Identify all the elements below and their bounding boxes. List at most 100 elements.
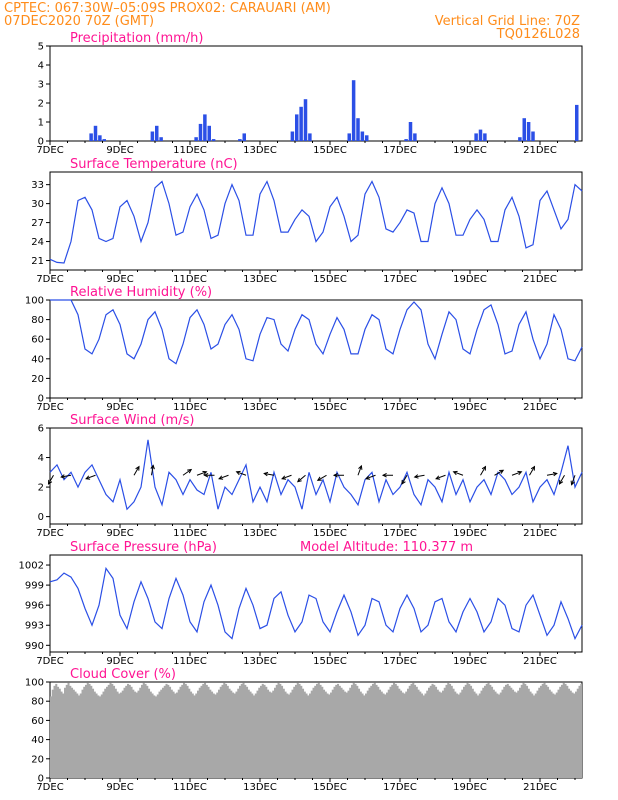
cloud-bar <box>361 693 364 778</box>
cloud-bar <box>344 691 347 778</box>
wind-vector-head <box>365 475 371 480</box>
cloud-bar <box>421 693 424 778</box>
cloud-bar <box>473 691 476 778</box>
cloud-bar <box>501 689 504 778</box>
cloud-bar <box>314 685 317 778</box>
precip-bar <box>102 139 106 141</box>
cloud-bar <box>83 686 86 778</box>
cloud-bar <box>541 683 544 778</box>
precip-bar <box>89 133 93 141</box>
cloud-bar <box>295 684 298 778</box>
cloud-bar <box>139 687 142 778</box>
cloud-bar <box>225 683 228 778</box>
x-tick-label: 15DEC <box>313 145 347 156</box>
x-tick-label: 19DEC <box>453 528 487 539</box>
cloud-bar <box>482 687 485 778</box>
cloud-bar <box>517 690 520 778</box>
x-tick-label: 7DEC <box>36 528 63 539</box>
cloud-bar <box>377 686 380 778</box>
cloud-bar <box>85 684 88 778</box>
cloud-bar <box>412 682 415 778</box>
x-tick-label: 13DEC <box>243 528 277 539</box>
wind-vector-head <box>150 464 155 470</box>
wind-vector <box>281 474 292 480</box>
wind-vector <box>401 475 408 485</box>
x-tick-label: 7DEC <box>36 145 63 156</box>
cloud-bar <box>515 692 518 778</box>
wind-vector-head <box>358 464 363 470</box>
cloud-bar <box>219 686 222 778</box>
precip-bar <box>478 129 483 141</box>
cloud-bar <box>261 683 264 778</box>
cloud-bar <box>328 694 331 778</box>
cloud-bar <box>331 689 334 778</box>
cloud-bar <box>372 683 375 778</box>
wind-vector <box>151 465 154 476</box>
cloud-bar <box>573 693 576 778</box>
humidity-title: Relative Humidity (%) <box>70 285 212 300</box>
cloud-bar <box>309 693 312 778</box>
cloud-bar <box>163 685 166 778</box>
cloud-bar <box>291 689 294 778</box>
cloud-bar <box>142 682 145 778</box>
cloud-bar <box>270 692 273 778</box>
cloud-bar <box>422 695 425 778</box>
cloud-bar <box>533 695 536 778</box>
humidity-panel: Relative Humidity (%) 0 20 40 60 80 100 7DEC 9D… <box>25 285 583 413</box>
cloud-bar <box>303 691 306 778</box>
cloud-bar <box>121 690 124 778</box>
cloud-bar <box>268 691 271 778</box>
precip-bar <box>290 131 295 141</box>
wind-vector-head <box>316 476 322 481</box>
wind-vector-head <box>558 479 564 485</box>
cloud-bar <box>282 688 285 778</box>
y-tick-label: 0 <box>38 774 44 785</box>
cloud-bar <box>135 692 138 778</box>
cloud-bar <box>485 683 488 778</box>
wind-vector <box>85 474 96 480</box>
cloud-bar <box>118 693 121 778</box>
x-tick-label: 7DEC <box>36 274 63 285</box>
x-tick-label: 13DEC <box>243 274 277 285</box>
cloud-bar <box>212 693 215 778</box>
cloud-bar <box>137 690 140 778</box>
cloud-bar <box>65 684 68 778</box>
cloud-bar <box>263 684 266 778</box>
precip-plot-frame <box>49 45 583 142</box>
x-tick-label: 13DEC <box>243 145 277 156</box>
cloud-bar <box>559 686 562 778</box>
wind-vector-head <box>263 471 269 477</box>
cloud-bar <box>464 684 467 778</box>
cloud-bar <box>405 691 408 778</box>
precip-bar <box>404 139 408 141</box>
cloud-bar <box>81 689 84 778</box>
wind-vector-head <box>235 470 241 476</box>
x-tick-label: 21DEC <box>523 274 557 285</box>
cloud-bar <box>580 683 582 778</box>
cloud-bar <box>506 683 509 778</box>
cloud-bar <box>249 691 252 778</box>
cloud-bar <box>431 683 434 778</box>
x-tick-label: 7DEC <box>36 402 63 413</box>
cloud-bar <box>169 686 172 778</box>
cloud-bar <box>403 693 406 778</box>
wind-vector <box>480 466 486 476</box>
x-tick-label: 11DEC <box>173 528 207 539</box>
precip-bar <box>150 131 155 141</box>
wind-vector-head <box>570 480 575 486</box>
cloud-bar <box>221 684 224 778</box>
cloud-bar <box>436 689 439 778</box>
cloud-bar <box>204 682 207 778</box>
cloud-bar <box>272 690 275 778</box>
cloud-bar <box>64 687 67 778</box>
precip-bar <box>159 137 163 141</box>
cloud-bar <box>475 693 478 778</box>
cloud-bar <box>302 688 305 778</box>
y-tick-label: 33 <box>31 180 44 191</box>
x-tick-label: 15DEC <box>313 528 347 539</box>
cloud-bar <box>253 695 256 778</box>
cloud-bar <box>354 683 357 778</box>
cloud-bar <box>205 684 208 778</box>
cloud-bar <box>316 683 319 778</box>
pressure-title: Surface Pressure (hPa) <box>70 540 217 555</box>
